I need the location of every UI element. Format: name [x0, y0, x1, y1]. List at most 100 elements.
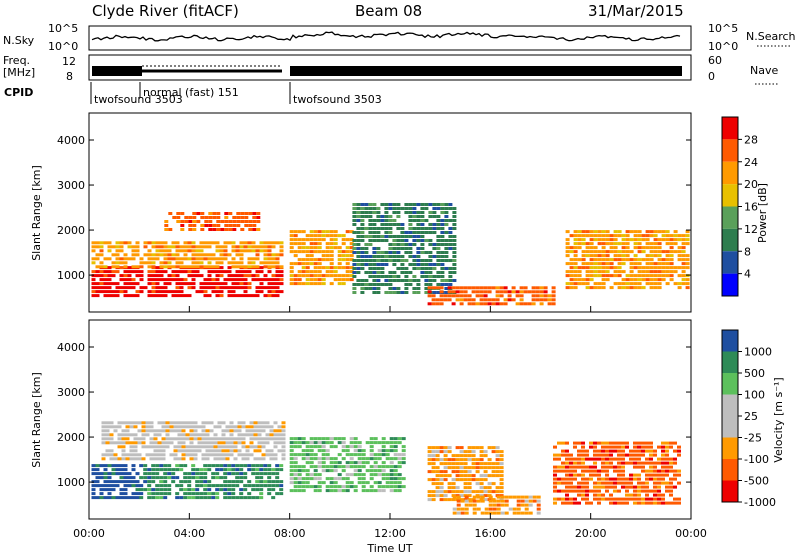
velocity-cell-r2	[129, 457, 134, 461]
power-cell-r2	[188, 216, 193, 219]
velocity-cell-r1	[155, 496, 160, 500]
power-cell-r1	[183, 245, 188, 249]
velocity-cell-r4	[447, 466, 452, 470]
power-cell-r6	[601, 278, 606, 282]
power-cell-r1	[151, 261, 156, 265]
velocity-cell-r2	[213, 445, 218, 449]
power-cell-r6	[677, 254, 682, 258]
power-cell-r6	[609, 238, 614, 242]
power-cell-r4	[400, 259, 405, 262]
velocity-cell-r6	[649, 501, 653, 505]
velocity-cell-r5	[468, 503, 473, 507]
velocity-cell-r6	[621, 477, 625, 481]
power-cell-r2	[188, 224, 193, 227]
power-cell-r3	[301, 262, 306, 266]
power-cell-r1	[147, 261, 152, 265]
power-cell-r4	[360, 239, 365, 242]
velocity-cell-r3	[353, 461, 358, 465]
power-cell-r4	[360, 203, 365, 206]
power-cell-r6	[649, 274, 654, 278]
velocity-cell-r1	[271, 468, 276, 472]
power-cell-r1	[199, 253, 204, 257]
velocity-cell-r6	[577, 493, 581, 497]
velocity-cell-r3	[293, 481, 298, 485]
power-cell-r4	[444, 203, 449, 206]
velocity-cell-r1	[219, 468, 224, 472]
velocity-cell-r2	[185, 433, 190, 437]
power-cell-r2	[232, 224, 237, 227]
velocity-cell-r1	[167, 464, 172, 468]
velocity-cell-r5	[488, 499, 493, 503]
velocity-cell-r1	[259, 488, 264, 492]
velocity-cell-r0	[127, 472, 132, 476]
power-cell-r4	[368, 283, 373, 286]
power-cell-r0	[195, 290, 200, 294]
power-cell-r1	[219, 245, 224, 249]
power-cell-r4	[388, 243, 393, 246]
velocity-cell-r2	[229, 441, 234, 445]
velocity-cell-r0	[111, 468, 116, 472]
power-cell-r4	[428, 239, 433, 242]
power-cell-r4	[400, 279, 405, 282]
power-cell-r2	[232, 220, 237, 223]
power-cell-r6	[597, 230, 602, 234]
velocity-cell-r0	[135, 496, 140, 500]
velocity-cell-r1	[183, 496, 188, 500]
velocity-cell-r6	[577, 465, 581, 469]
velocity-cell-r0	[91, 464, 96, 468]
velocity-cell-r1	[247, 484, 252, 488]
velocity-cell-r6	[617, 453, 621, 457]
power-cell-r1	[139, 265, 144, 269]
velocity-cell-r3	[385, 457, 390, 461]
power-cell-r6	[613, 282, 618, 286]
power-cell-r2	[204, 224, 209, 227]
power-cell-r2	[232, 228, 237, 231]
velocity-cell-r6	[565, 481, 569, 485]
velocity-cell-r5	[460, 499, 465, 503]
power-cell-r4	[388, 223, 393, 226]
velocity-cell-r1	[187, 496, 192, 500]
velocity-cell-r2	[177, 437, 182, 441]
power-cell-r6	[649, 242, 654, 246]
power-cell-r3	[317, 258, 322, 262]
velocity-cell-r2	[169, 453, 174, 457]
velocity-colorbar-block-4	[722, 416, 738, 438]
velocity-cell-r5	[452, 511, 457, 515]
velocity-cell-r1	[223, 484, 228, 488]
power-colorbar-block-1	[722, 139, 738, 162]
power-cell-r1	[251, 265, 256, 269]
power-cell-r1	[207, 253, 212, 257]
nsky-tick-bottom: 10^0	[48, 40, 78, 53]
power-cell-r4	[440, 243, 445, 246]
velocity-cell-r4	[455, 446, 460, 450]
power-cell-r1	[179, 261, 184, 265]
power-cell-r2	[236, 212, 241, 215]
power-cell-r0	[167, 290, 172, 294]
power-cell-r5	[531, 298, 536, 302]
velocity-cell-r2	[209, 421, 214, 425]
power-cell-r1	[139, 257, 144, 261]
power-cell-r6	[593, 262, 598, 266]
xtick-label-4: 16:00	[474, 527, 506, 540]
velocity-cell-r1	[235, 468, 240, 472]
power-cell-r4	[444, 283, 449, 286]
power-cell-r4	[412, 203, 417, 206]
power-cell-r6	[625, 250, 630, 254]
velocity-cell-r2	[249, 445, 254, 449]
power-cell-r6	[637, 246, 642, 250]
power-cell-r4	[432, 263, 437, 266]
power-cell-r4	[424, 207, 429, 210]
velocity-cell-r1	[227, 472, 232, 476]
velocity-cell-r4	[443, 466, 448, 470]
power-cell-r4	[396, 215, 401, 218]
velocity-cell-r2	[133, 425, 138, 429]
velocity-cell-r0	[103, 484, 108, 488]
power-cell-r3	[297, 230, 302, 234]
velocity-cell-r6	[633, 493, 637, 497]
power-cell-r6	[577, 282, 582, 286]
power-cell-r0	[171, 278, 176, 282]
power-cell-r4	[364, 211, 369, 214]
velocity-cell-r2	[133, 421, 138, 425]
velocity-cell-r3	[301, 489, 306, 493]
power-cell-r3	[317, 230, 322, 234]
